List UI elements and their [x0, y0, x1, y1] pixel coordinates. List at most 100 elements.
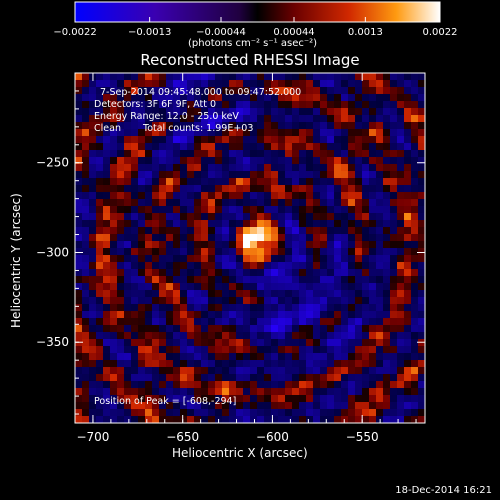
heatmap-cell: [145, 346, 153, 354]
heatmap-cell: [131, 178, 139, 186]
heatmap-cell: [355, 367, 363, 375]
heatmap-cell: [187, 304, 195, 312]
heatmap-cell: [194, 206, 202, 214]
heatmap-cell: [103, 185, 111, 193]
heatmap-cell: [369, 402, 377, 410]
heatmap-cell: [201, 129, 209, 137]
heatmap-cell: [278, 388, 286, 396]
heatmap-cell: [250, 388, 258, 396]
heatmap-cell: [404, 332, 412, 340]
heatmap-cell: [117, 290, 125, 298]
heatmap-cell: [334, 402, 342, 410]
heatmap-cell: [194, 367, 202, 375]
heatmap-cell: [180, 346, 188, 354]
heatmap-cell: [418, 276, 426, 284]
heatmap-cell: [411, 381, 419, 389]
heatmap-cell: [173, 318, 181, 326]
heatmap-cell: [418, 290, 426, 298]
heatmap-cell: [250, 150, 258, 158]
heatmap-cell: [159, 318, 167, 326]
heatmap-cell: [341, 80, 349, 88]
heatmap-cell: [278, 80, 286, 88]
heatmap-cell: [341, 262, 349, 270]
heatmap-cell: [159, 339, 167, 347]
heatmap-cell: [236, 101, 244, 109]
heatmap-cell: [285, 297, 293, 305]
heatmap-cell: [215, 409, 223, 417]
heatmap-cell: [313, 136, 321, 144]
heatmap-cell: [229, 115, 237, 123]
heatmap-cell: [292, 318, 300, 326]
heatmap-cell: [411, 388, 419, 396]
heatmap-cell: [348, 297, 356, 305]
heatmap-cell: [376, 297, 384, 305]
heatmap-cell: [201, 304, 209, 312]
heatmap-cell: [89, 80, 97, 88]
heatmap-cell: [271, 416, 279, 424]
heatmap-cell: [292, 297, 300, 305]
heatmap-cell: [257, 164, 265, 172]
heatmap-cell: [222, 213, 230, 221]
heatmap-cell: [264, 143, 272, 151]
heatmap-cell: [117, 311, 125, 319]
heatmap-cell: [285, 143, 293, 151]
heatmap-cell: [313, 101, 321, 109]
heatmap-cell: [397, 353, 405, 361]
heatmap-cell: [278, 283, 286, 291]
heatmap-cell: [411, 199, 419, 207]
heatmap-cell: [89, 248, 97, 256]
heatmap-cell: [96, 353, 104, 361]
heatmap-cell: [236, 108, 244, 116]
heatmap-cell: [292, 115, 300, 123]
heatmap-cell: [222, 402, 230, 410]
heatmap-cell: [208, 143, 216, 151]
heatmap-cell: [299, 262, 307, 270]
heatmap-cell: [257, 318, 265, 326]
heatmap-cell: [278, 402, 286, 410]
heatmap-cell: [278, 185, 286, 193]
heatmap-cell: [89, 388, 97, 396]
heatmap-cell: [278, 332, 286, 340]
heatmap-cell: [313, 416, 321, 424]
heatmap-cell: [285, 122, 293, 130]
heatmap-cell: [103, 409, 111, 417]
heatmap-cell: [250, 115, 258, 123]
heatmap-cell: [418, 178, 426, 186]
heatmap-cell: [278, 115, 286, 123]
heatmap-cell: [173, 122, 181, 130]
heatmap-cell: [180, 290, 188, 298]
heatmap-cell: [264, 297, 272, 305]
heatmap-cell: [320, 353, 328, 361]
heatmap-cell: [187, 178, 195, 186]
heatmap-cell: [369, 234, 377, 242]
heatmap-cell: [138, 80, 146, 88]
heatmap-cell: [201, 360, 209, 368]
heatmap-cell: [250, 374, 258, 382]
heatmap-cell: [124, 402, 132, 410]
heatmap-cell: [110, 115, 118, 123]
heatmap-cell: [306, 164, 314, 172]
heatmap-cell: [383, 136, 391, 144]
heatmap-cell: [257, 381, 265, 389]
heatmap-cell: [243, 73, 251, 81]
heatmap-cell: [187, 220, 195, 228]
heatmap-cell: [320, 388, 328, 396]
heatmap-cell: [89, 178, 97, 186]
heatmap-cell: [306, 94, 314, 102]
heatmap-cell: [299, 136, 307, 144]
heatmap-cell: [292, 129, 300, 137]
heatmap-cell: [82, 297, 90, 305]
heatmap-cell: [355, 290, 363, 298]
heatmap-cell: [390, 199, 398, 207]
heatmap-cell: [131, 199, 139, 207]
heatmap-cell: [285, 178, 293, 186]
heatmap-cell: [299, 311, 307, 319]
heatmap-cell: [75, 80, 83, 88]
heatmap-cell: [257, 325, 265, 333]
heatmap-cell: [166, 129, 174, 137]
heatmap-cell: [166, 269, 174, 277]
heatmap-cell: [229, 227, 237, 235]
heatmap-cell: [89, 220, 97, 228]
heatmap-cell: [418, 150, 426, 158]
heatmap-cell: [313, 73, 321, 81]
